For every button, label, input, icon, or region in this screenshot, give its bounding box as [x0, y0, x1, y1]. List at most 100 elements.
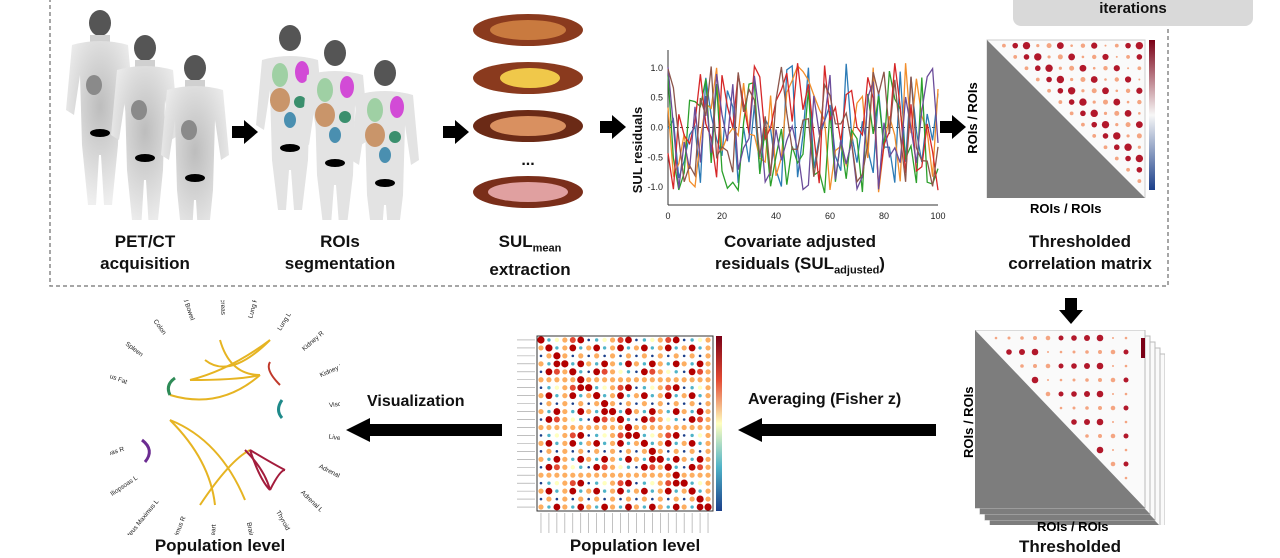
heatmap-cell [625, 479, 632, 487]
heatmap-cell [657, 472, 663, 478]
heatmap-cell [688, 392, 696, 400]
heatmap-cell [553, 455, 561, 463]
heatmap-cell [625, 503, 632, 511]
matrix-cell [1123, 405, 1129, 411]
heatmap-cell [569, 439, 577, 447]
heatmap-cell [672, 384, 680, 392]
x-tick-label: 0 [665, 211, 670, 221]
heatmap-cell [547, 481, 551, 485]
chord-label: Heart [209, 524, 217, 535]
heatmap-cell [681, 504, 687, 510]
heatmap-cell [601, 416, 608, 423]
chord-label: Liver [328, 433, 340, 442]
stack-x-axis-label: ROIs / ROIs [1037, 519, 1109, 534]
matrix-cell [1047, 351, 1049, 353]
heatmap-cell [625, 360, 632, 368]
matrix-cell [1092, 66, 1096, 70]
heatmap-cell [698, 441, 702, 446]
population-level-label-1: Population level [154, 536, 286, 555]
heatmap-cell [609, 488, 616, 494]
x-tick-label: 60 [825, 211, 835, 221]
heatmap-cell [651, 354, 654, 358]
matrix-cell [1096, 362, 1104, 370]
heatmap-cell [601, 368, 608, 375]
heatmap-cell [579, 393, 583, 398]
matrix-cell [1045, 391, 1051, 397]
heatmap-cell [569, 392, 577, 400]
heatmap-cell [640, 487, 648, 495]
heatmap-cell [617, 487, 624, 495]
heatmap-cell [698, 402, 702, 405]
heatmap-cell [609, 385, 616, 391]
heatmap-cell [539, 481, 543, 485]
heatmap-cell [689, 401, 695, 407]
heatmap-cell [648, 455, 656, 463]
heatmap-cell [697, 464, 704, 471]
matrix-cell [1096, 334, 1104, 342]
heatmap-cell [689, 424, 695, 431]
heatmap-cell [539, 386, 543, 390]
heatmap-cell [586, 440, 592, 446]
heatmap-cell [577, 408, 585, 415]
heatmap-cell [602, 337, 607, 343]
heatmap-cell [547, 457, 551, 461]
heatmap-cell [688, 487, 696, 495]
chord-label: Brain [245, 522, 255, 535]
heatmap-cell [625, 401, 632, 407]
matrix-cell [1081, 122, 1085, 127]
x-tick-label: 80 [879, 211, 889, 221]
heatmap-cell [571, 402, 575, 405]
heatmap-cell [705, 408, 711, 415]
heatmap-cell [553, 368, 560, 375]
heatmap-cell [690, 433, 694, 438]
heatmap-cell [547, 505, 551, 509]
heatmap-cell [698, 354, 702, 358]
heatmap-cell [657, 361, 663, 367]
heatmap-cell [538, 440, 544, 446]
matrix-cell [1092, 54, 1097, 60]
heatmap-cell [577, 503, 585, 511]
matrix-cell [1126, 55, 1130, 59]
matrix-cell [1059, 350, 1063, 354]
matrix-cell [1138, 112, 1141, 115]
matrix-cell [1103, 66, 1108, 71]
averaging-label: Averaging (Fisher z) [748, 391, 902, 408]
heatmap-cell [633, 440, 640, 446]
heatmap-cell [666, 417, 671, 422]
arrow-left-icon [346, 418, 502, 442]
heatmap-cell [649, 368, 656, 375]
heatmap-cell [547, 362, 551, 366]
heatmap-cell [545, 392, 553, 400]
matrix-cell [1072, 406, 1076, 410]
heatmap-cell [609, 448, 616, 454]
heatmap-cell [626, 393, 631, 398]
heatmap-cell [587, 450, 591, 453]
heatmap-cell [688, 368, 696, 376]
heatmap-cell [625, 336, 632, 344]
heatmap-cell [555, 450, 559, 453]
heatmap-cell [650, 385, 655, 390]
heatmap-cell [618, 409, 623, 414]
heatmap-cell [539, 402, 543, 405]
matrix-cell [1113, 132, 1121, 140]
heatmap-cell [594, 433, 599, 438]
heatmap-cell [690, 481, 694, 485]
matrix-cell [1125, 88, 1131, 93]
matrix-cell [1070, 44, 1073, 47]
heatmap-cell [689, 448, 695, 454]
heatmap-cell [657, 504, 663, 510]
matrix-cell [1127, 67, 1130, 70]
matrix-cell [1098, 434, 1102, 438]
heatmap-cell [539, 434, 543, 437]
heatmap-cell [539, 497, 543, 501]
heatmap-cell [698, 346, 702, 350]
heatmap-cell [587, 402, 591, 405]
matrix-cell [1112, 393, 1114, 395]
heatmap-cell [642, 386, 647, 390]
heatmap-cell [578, 496, 584, 502]
heatmap-cell [633, 456, 640, 462]
heatmap-cell [648, 447, 656, 455]
heatmap-cell [553, 352, 561, 360]
matrix-cell [1081, 89, 1085, 93]
heatmap-cell [650, 489, 655, 493]
